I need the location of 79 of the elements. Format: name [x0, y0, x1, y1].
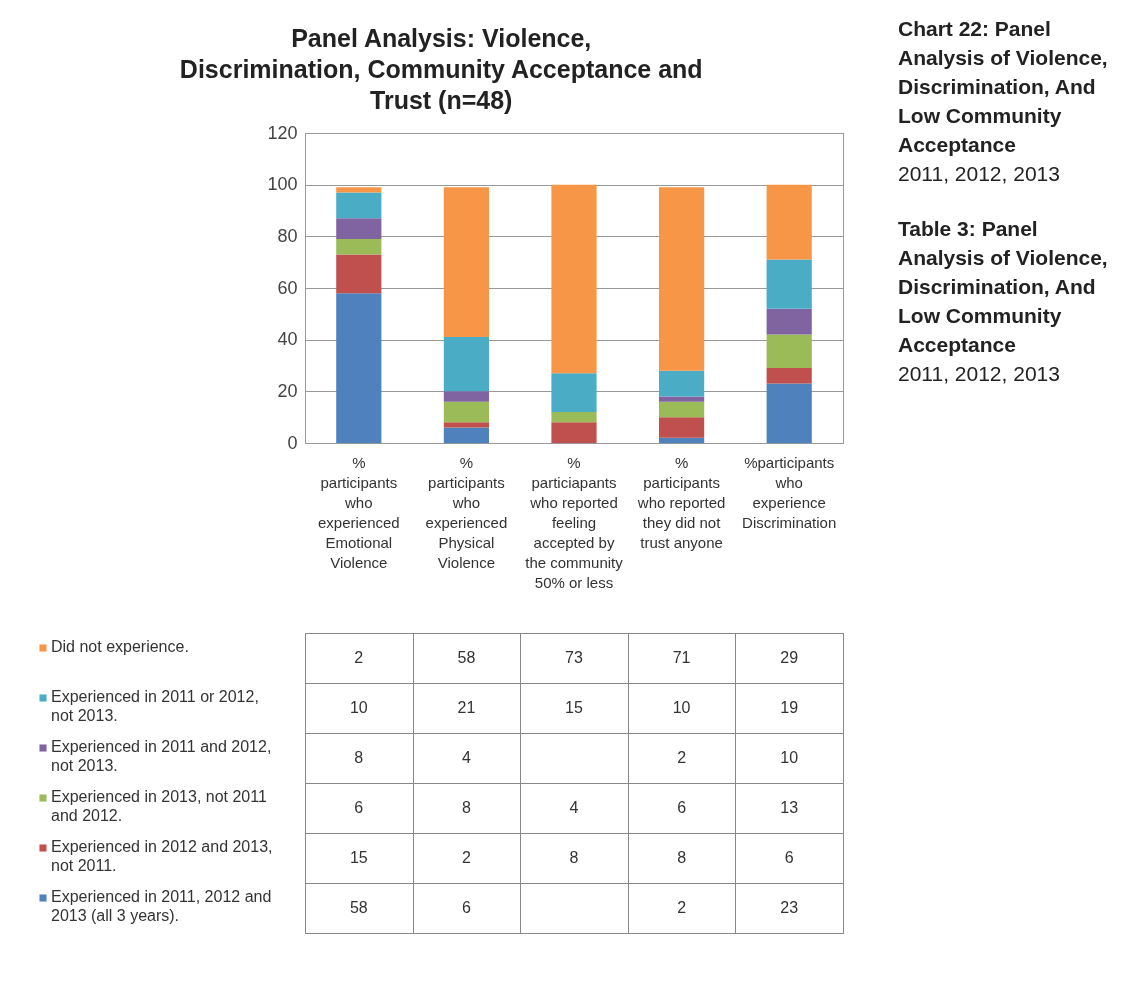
caption: Table 3: Panel Analysis of Violence, Discrimination, And Low Community Acceptance [898, 216, 1109, 358]
data-label: 23 [780, 899, 799, 916]
y-tick-label: 80 [277, 225, 298, 246]
data-label: 10 [672, 699, 691, 716]
y-tick-label: 60 [277, 277, 298, 298]
bar [443, 401, 489, 423]
data-label: 6 [784, 849, 794, 866]
text: 2011, 2012, 2013 [898, 361, 1061, 387]
data-label: 8 [677, 849, 687, 866]
legend-label: Experienced in 2011 and 2012, not 2013. [51, 738, 272, 774]
x-tick-label: % particiapants who reported feeling accepted by the community 50% or less [525, 453, 624, 591]
y-tick-label: 0 [287, 432, 298, 453]
y-tick-label: 100 [267, 174, 298, 195]
bar [551, 373, 597, 412]
bar [659, 187, 705, 371]
data-label: 73 [565, 649, 583, 666]
y-tick-label: 120 [267, 122, 298, 143]
bar [336, 192, 382, 219]
bar [336, 218, 382, 239]
bar [551, 412, 597, 423]
bar [336, 187, 382, 193]
bar [551, 184, 597, 374]
bar [766, 259, 812, 309]
data-label: 19 [780, 699, 799, 716]
bar [659, 437, 705, 443]
x-tick-label: %participants who experience Discrimination [742, 453, 837, 531]
data-label: 6 [354, 799, 364, 816]
data-label: 21 [457, 699, 476, 716]
bar [659, 417, 705, 438]
bar [443, 427, 489, 443]
data-label: 15 [565, 699, 583, 716]
bar [443, 187, 489, 338]
data-label: 10 [349, 699, 368, 716]
bar [659, 370, 705, 397]
x-tick-label: % participants who experienced Emotional Violence [317, 453, 400, 571]
bar [766, 368, 812, 384]
bar [336, 238, 382, 255]
bar [551, 422, 597, 443]
bar [766, 334, 812, 369]
data-label: 2 [677, 899, 687, 916]
data-label: 13 [780, 799, 799, 816]
data-label: 6 [677, 799, 687, 816]
y-tick-label: 20 [277, 380, 298, 401]
y-tick-label: 40 [277, 329, 298, 350]
bar [443, 422, 489, 428]
data-label: 29 [780, 649, 799, 666]
data-label: 2 [677, 749, 687, 766]
bar [659, 396, 705, 402]
bar [443, 391, 489, 402]
bar [766, 308, 812, 335]
bar [336, 254, 382, 294]
data-label: 58 [457, 649, 476, 666]
data-label: 10 [780, 749, 799, 766]
legend-label: Experienced in 2013, not 2011 and 2012. [51, 788, 267, 824]
chart-title: Panel Analysis: Violence, Discrimination, Community Acceptance and Trust (n=48) [179, 23, 703, 114]
x-tick-label: % participants who experienced Physical Violence [425, 453, 508, 571]
legend-label: Experienced in 2011 or 2012, not 2013. [51, 688, 259, 724]
data-label: 8 [461, 799, 471, 816]
bar [336, 293, 382, 443]
data-label: 2 [461, 849, 471, 866]
bar [766, 383, 812, 443]
caption: Chart 22: Panel Analysis of Violence, Discrimination, And Low Community Acceptance [898, 16, 1109, 158]
bar [766, 184, 812, 260]
data-label: 6 [461, 899, 471, 916]
x-tick-label: % participants who reported they did not trust anyone [636, 453, 726, 551]
data-label: 8 [354, 749, 364, 766]
data-label: 4 [569, 799, 579, 816]
data-label: 4 [461, 749, 471, 766]
data-label: 58 [349, 899, 368, 916]
legend-label: Did not experience. [51, 638, 189, 655]
text: 2011, 2012, 2013 [898, 161, 1061, 187]
data-label: 8 [569, 849, 579, 866]
data-label: 2 [354, 649, 364, 666]
data-label: 15 [349, 849, 368, 866]
bar [659, 401, 705, 418]
bar [443, 337, 489, 392]
legend-label: Experienced in 2012 and 2013, not 2011. [51, 838, 273, 874]
data-label: 71 [672, 649, 691, 666]
legend-label: Experienced in 2011, 2012 and 2013 (all 3 years). [51, 888, 272, 924]
